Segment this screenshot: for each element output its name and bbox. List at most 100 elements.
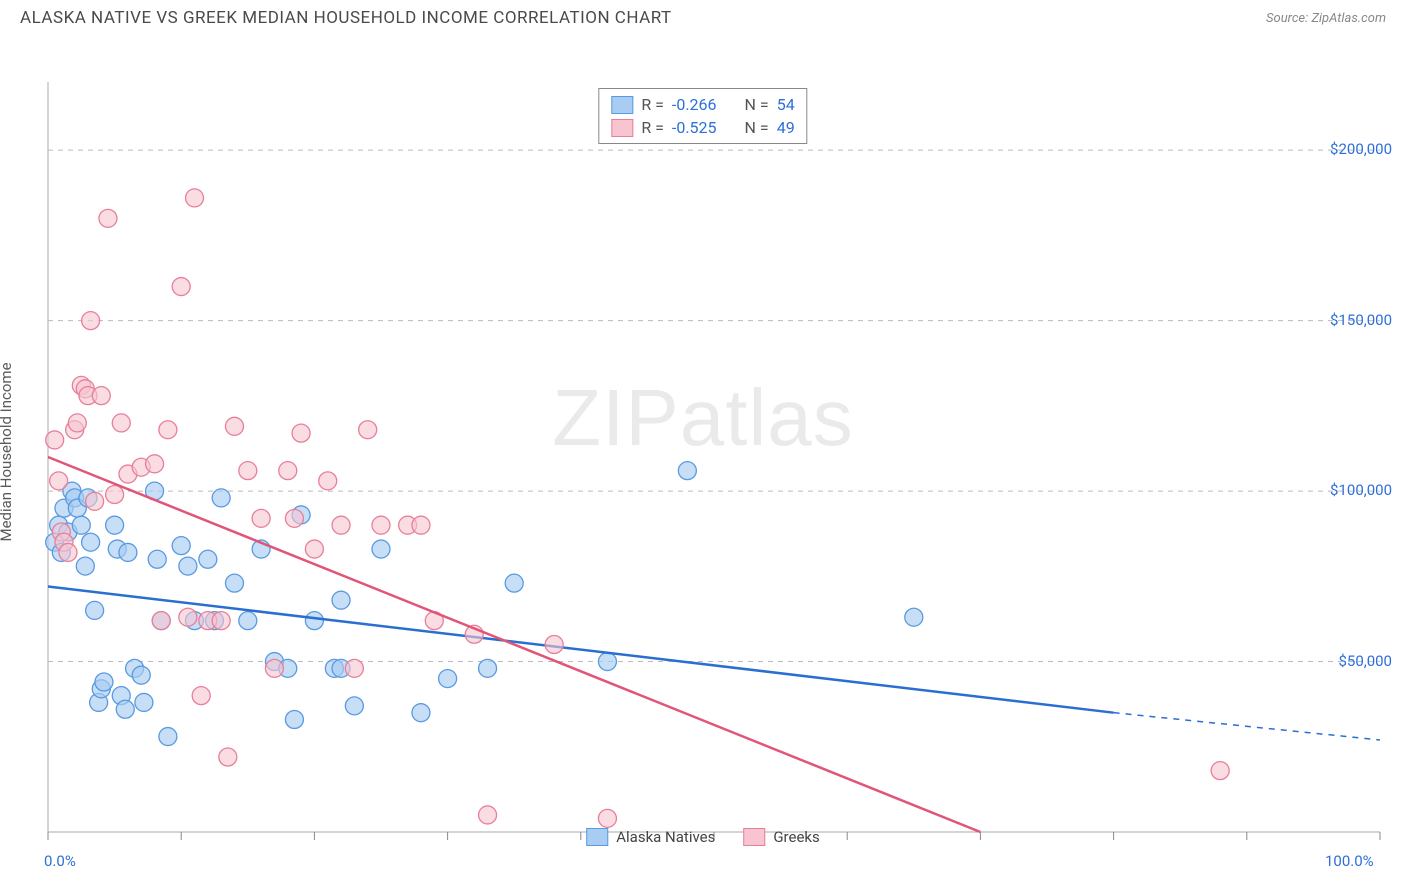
data-point — [199, 550, 217, 568]
stats-legend-row: R = -0.525 N = 49 — [611, 116, 794, 139]
data-point — [179, 557, 197, 575]
data-point — [252, 509, 270, 527]
data-point — [412, 516, 430, 534]
chart-header: ALASKA NATIVE VS GREEK MEDIAN HOUSEHOLD … — [0, 0, 1406, 32]
data-point — [148, 550, 166, 568]
data-point — [82, 312, 100, 330]
legend-swatch — [586, 828, 608, 846]
data-point — [219, 748, 237, 766]
data-point — [285, 711, 303, 729]
y-axis-tick-label: $150,000 — [1330, 311, 1392, 329]
y-axis-tick-label: $50,000 — [1338, 652, 1392, 670]
data-point — [112, 414, 130, 432]
data-point — [152, 612, 170, 630]
data-point — [76, 557, 94, 575]
data-point — [345, 659, 363, 677]
data-point — [678, 462, 696, 480]
y-axis-label: Median Household Income — [0, 362, 15, 541]
data-point — [332, 591, 350, 609]
data-point — [135, 693, 153, 711]
data-point — [372, 516, 390, 534]
data-point — [212, 612, 230, 630]
data-point — [505, 574, 523, 592]
data-point — [285, 509, 303, 527]
legend-item: Alaska Natives — [586, 828, 715, 846]
data-point — [172, 278, 190, 296]
x-axis-min-label: 0.0% — [44, 852, 76, 870]
y-axis-tick-label: $100,000 — [1330, 481, 1392, 499]
data-point — [305, 612, 323, 630]
data-point — [172, 537, 190, 555]
series-legend: Alaska Natives Greeks — [586, 828, 820, 846]
data-point — [239, 612, 257, 630]
data-point — [68, 414, 86, 432]
legend-item: Greeks — [743, 828, 819, 846]
data-point — [106, 486, 124, 504]
data-point — [332, 516, 350, 534]
y-axis-tick-label: $200,000 — [1330, 140, 1392, 158]
n-value: 49 — [777, 118, 795, 137]
data-point — [412, 704, 430, 722]
legend-swatch — [611, 119, 633, 137]
data-point — [598, 653, 616, 671]
r-label: R = — [641, 118, 664, 137]
data-point — [95, 673, 113, 691]
data-point — [192, 687, 210, 705]
data-point — [372, 540, 390, 558]
legend-label: Greeks — [773, 828, 819, 846]
data-point — [225, 417, 243, 435]
data-point — [82, 533, 100, 551]
correlation-chart: Median Household Income ZIPatlas R = -0.… — [0, 32, 1406, 872]
data-point — [292, 424, 310, 442]
data-point — [159, 728, 177, 746]
data-point — [545, 636, 563, 654]
data-point — [279, 462, 297, 480]
chart-title: ALASKA NATIVE VS GREEK MEDIAN HOUSEHOLD … — [20, 8, 672, 28]
source-attribution: Source: ZipAtlas.com — [1266, 11, 1386, 26]
data-point — [239, 462, 257, 480]
n-label: N = — [745, 95, 769, 114]
data-point — [50, 472, 68, 490]
data-point — [479, 659, 497, 677]
data-point — [598, 809, 616, 827]
data-point — [46, 431, 64, 449]
legend-swatch — [743, 828, 765, 846]
data-point — [359, 421, 377, 439]
trend-line — [48, 457, 980, 832]
scatter-plot-svg — [0, 32, 1406, 872]
data-point — [479, 806, 497, 824]
correlation-stats-legend: R = -0.266N = 54R = -0.525N = 49 — [598, 88, 807, 144]
data-point — [905, 608, 923, 626]
legend-label: Alaska Natives — [616, 828, 715, 846]
data-point — [345, 697, 363, 715]
data-point — [439, 670, 457, 688]
data-point — [186, 189, 204, 207]
data-point — [1211, 762, 1229, 780]
data-point — [86, 601, 104, 619]
n-label: N = — [745, 118, 769, 137]
data-point — [99, 209, 117, 227]
data-point — [225, 574, 243, 592]
data-point — [106, 516, 124, 534]
data-point — [132, 666, 150, 684]
data-point — [116, 700, 134, 718]
data-point — [86, 492, 104, 510]
data-point — [72, 516, 90, 534]
r-label: R = — [641, 95, 664, 114]
data-point — [59, 543, 77, 561]
data-point — [212, 489, 230, 507]
data-point — [319, 472, 337, 490]
r-value: -0.266 — [672, 95, 717, 114]
r-value: -0.525 — [672, 118, 717, 137]
data-point — [305, 540, 323, 558]
data-point — [146, 455, 164, 473]
stats-legend-row: R = -0.266N = 54 — [611, 93, 794, 116]
legend-swatch — [611, 96, 633, 114]
data-point — [179, 608, 197, 626]
data-point — [265, 659, 283, 677]
x-axis-max-label: 100.0% — [1325, 852, 1374, 870]
data-point — [159, 421, 177, 439]
trend-line-extrapolated — [1114, 713, 1380, 740]
data-point — [92, 387, 110, 405]
data-point — [119, 543, 137, 561]
